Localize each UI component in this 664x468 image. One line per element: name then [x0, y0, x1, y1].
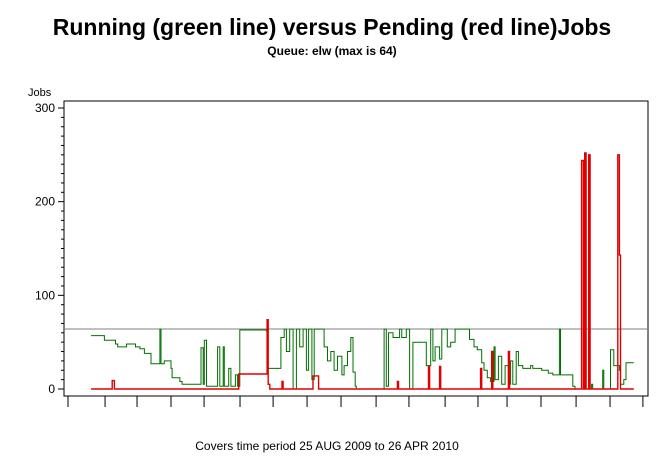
series-line-running	[91, 328, 634, 390]
y-tick-label: 100	[35, 288, 55, 302]
y-tick-label: 300	[35, 101, 55, 115]
y-tick-label: 200	[35, 195, 55, 209]
chart-footnote: Covers time period 25 AUG 2009 to 26 APR…	[195, 439, 459, 453]
series-line-pending	[91, 152, 634, 390]
y-axis-label: Jobs	[28, 87, 52, 99]
chart-subtitle: Queue: elw (max is 64)	[267, 44, 397, 58]
chart-title: Running (green line) versus Pending (red…	[52, 14, 612, 40]
y-tick-label: 0	[48, 382, 55, 396]
